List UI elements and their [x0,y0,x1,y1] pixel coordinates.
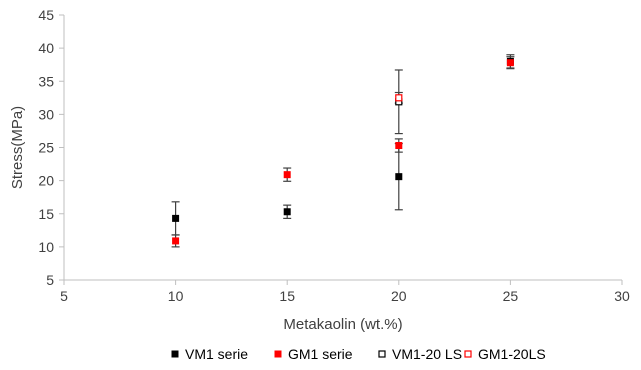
y-tick-label: 25 [38,140,54,156]
legend-label: VM1 serie [185,346,248,362]
legend-marker [274,350,282,358]
x-axis-title: Metakaolin (wt.%) [283,316,402,333]
x-tick-label: 20 [391,288,407,304]
tick-labels: 5 10 15 20 25 30 5 10 15 20 25 30 35 40 45 [38,7,630,304]
legend-marker [171,350,179,358]
y-tick-label: 40 [38,40,54,56]
axes [59,14,623,285]
x-tick-label: 5 [60,288,68,304]
y-tick-label: 5 [46,272,54,288]
error-bars [171,54,515,248]
legend-label: GM1 serie [288,346,353,362]
data-point-gm1-serie [283,171,291,179]
data-point-gm1-20ls [395,94,403,102]
legend-item: GM1-20LS [464,346,546,362]
data-points [172,57,514,245]
x-tick-label: 10 [168,288,184,304]
data-point-gm1-serie [172,237,180,245]
data-point-gm1-serie [506,59,514,67]
legend: VM1 serie GM1 serie VM1-20 LS GM1-20LS [171,346,546,362]
legend-item: GM1 serie [274,346,353,362]
legend-marker [464,350,472,358]
data-point-vm1-serie [283,208,291,216]
x-tick-label: 25 [503,288,519,304]
y-tick-label: 35 [38,73,54,89]
legend-marker [378,350,386,358]
y-tick-label: 10 [38,239,54,255]
y-tick-label: 45 [38,7,54,23]
legend-item: VM1-20 LS [378,346,462,362]
y-tick-label: 15 [38,206,54,222]
data-point-vm1-serie [172,214,180,222]
data-point-vm1-serie [395,173,403,181]
legend-item: VM1 serie [171,346,248,362]
legend-label: GM1-20LS [478,346,546,362]
data-point-gm1-serie [395,142,403,150]
x-tick-label: 15 [279,288,295,304]
y-axis-title: Stress(MPa) [9,106,26,189]
y-tick-label: 20 [38,173,54,189]
legend-label: VM1-20 LS [392,346,462,362]
x-tick-label: 30 [614,288,630,304]
y-tick-label: 30 [38,106,54,122]
